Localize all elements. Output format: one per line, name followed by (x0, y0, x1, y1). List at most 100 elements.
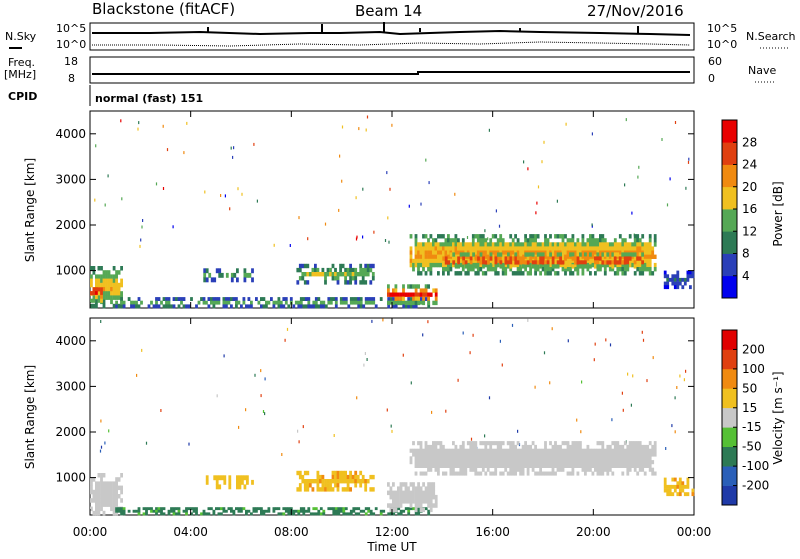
velocity-echo-cell (526, 456, 530, 461)
velocity-echo-cell (422, 494, 425, 500)
power-echo-cell (476, 262, 480, 268)
velocity-echo-cell (399, 503, 403, 508)
velocity-echo-cell (559, 460, 562, 465)
power-echo-cell (461, 267, 465, 272)
power-echo-cell (534, 264, 538, 269)
power-echo-cell (110, 278, 113, 284)
velocity-echo-cell (356, 479, 360, 484)
velocity-echo-cell (344, 507, 348, 511)
velocity-echo-cell (676, 492, 680, 497)
power-echo-cell (417, 284, 420, 289)
power-echo-cell (638, 242, 642, 247)
velocity-echo-cell (427, 499, 430, 504)
power-noise-speckle (356, 235, 358, 239)
power-echo-cell (419, 292, 423, 297)
velocity-echo-cell (392, 512, 396, 516)
velocity-echo-cell (474, 456, 478, 461)
velocity-echo-cell (496, 463, 500, 468)
power-echo-cell (287, 304, 291, 309)
power-noise-speckle (204, 190, 206, 194)
power-echo-cell (579, 254, 582, 259)
velocity-echo-cell (531, 452, 535, 457)
power-echo-cell (432, 258, 435, 264)
power-echo-cell (257, 300, 261, 305)
nave-tick-bottom: 0 (708, 72, 715, 85)
power-echo-cell (484, 238, 488, 243)
power-echo-cell (92, 291, 96, 296)
power-echo-cell (479, 238, 483, 243)
power-echo-cell (462, 252, 465, 257)
velocity-echo-cell (427, 512, 431, 516)
power-noise-speckle (104, 203, 106, 207)
velocity-echo-cell (364, 479, 368, 484)
velocity-echo-cell (213, 475, 217, 481)
velocity-echo-cell (339, 474, 342, 480)
velocity-echo-cell (618, 452, 622, 457)
power-echo-cell (514, 242, 517, 247)
power-echo-cell (631, 262, 635, 268)
power-echo-cell (218, 268, 222, 274)
power-echo-cell (429, 234, 433, 239)
power-echo-cell (217, 297, 221, 301)
radar-title: Blackstone (fitACF) (92, 0, 235, 18)
power-echo-cell (112, 303, 116, 309)
power-echo-cell (484, 271, 488, 276)
power-echo-cell (422, 296, 425, 301)
velocity-echo-cell (432, 486, 436, 491)
velocity-echo-cell (596, 471, 600, 476)
power-echo-cell (539, 271, 542, 276)
power-echo-cell (439, 250, 443, 255)
power-echo-cell (534, 242, 537, 247)
power-echo-cell (596, 264, 600, 269)
velocity-echo-cell (561, 441, 565, 446)
velocity-echo-cell (419, 494, 423, 500)
velocity-echo-cell (228, 484, 232, 490)
power-echo-cell (339, 297, 343, 301)
power-echo-cell (107, 295, 111, 300)
velocity-echo-cell (346, 479, 350, 484)
velocity-echo-cell (581, 467, 585, 472)
power-echo-cell (554, 264, 557, 269)
power-echo-cell (414, 250, 418, 255)
power-echo-cell (636, 258, 640, 264)
velocity-echo-cell (464, 463, 468, 468)
power-echo-cell (454, 246, 458, 251)
power-echo-cell (536, 242, 540, 247)
power-echo-cell (633, 238, 637, 243)
velocity-echo-cell (220, 475, 224, 481)
velocity-echo-cell (95, 498, 98, 503)
velocity-echo-cell (412, 494, 415, 500)
velocity-colorbar-swatch (722, 368, 737, 389)
velocity-echo-cell (429, 444, 433, 449)
y-tick-label: 1000 (55, 471, 86, 485)
power-echo-cell (504, 260, 508, 265)
velocity-echo-cell (389, 503, 393, 508)
power-echo-cell (367, 297, 371, 301)
power-echo-cell (414, 296, 418, 301)
velocity-echo-cell (651, 444, 655, 449)
power-echo-cell (354, 280, 358, 285)
velocity-echo-cell (511, 452, 515, 457)
velocity-echo-cell (653, 448, 657, 453)
power-echo-cell (549, 252, 552, 257)
power-echo-cell (444, 250, 448, 255)
power-echo-cell (676, 277, 680, 282)
velocity-echo-cell (678, 481, 682, 486)
power-echo-cell (516, 238, 520, 243)
power-echo-cell (683, 281, 687, 286)
power-echo-cell (454, 254, 458, 259)
power-echo-cell (671, 281, 675, 286)
velocity-echo-cell (566, 452, 570, 457)
power-echo-cell (344, 267, 347, 273)
velocity-echo-cell (424, 452, 428, 457)
power-echo-cell (317, 304, 321, 309)
velocity-echo-cell (539, 463, 542, 468)
velocity-echo-cell (100, 498, 103, 503)
velocity-echo-cell (631, 448, 635, 453)
power-echo-cell (132, 300, 136, 305)
power-colorbar-swatch (722, 142, 737, 165)
velocity-echo-cell (496, 448, 500, 453)
velocity-echo-cell (215, 475, 219, 481)
velocity-echo-cell (544, 441, 547, 446)
power-echo-cell (394, 296, 398, 301)
